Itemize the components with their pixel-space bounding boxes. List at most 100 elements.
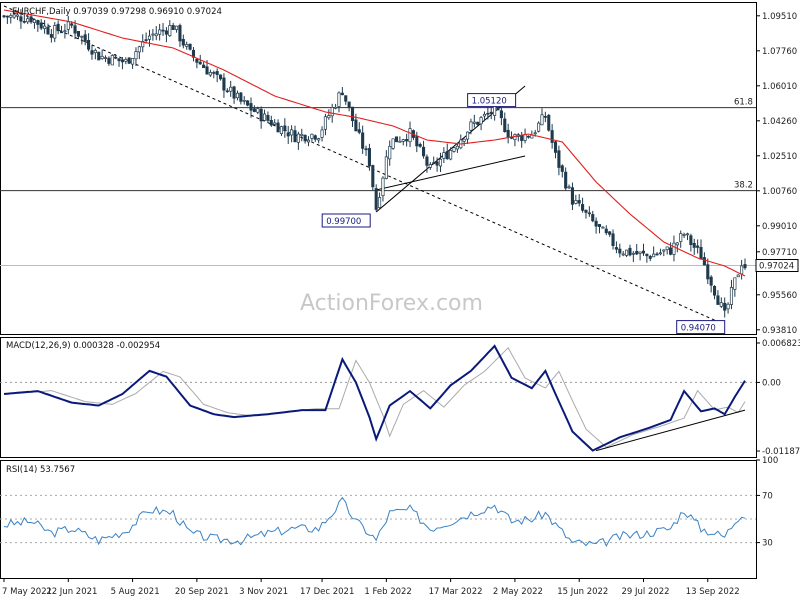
candle-body [391, 138, 395, 149]
price-frame [0, 2, 757, 335]
macd-ytick-label: 0.006823 [762, 339, 800, 349]
candle-body [489, 111, 493, 114]
candle-body [442, 152, 446, 159]
candle-body [158, 29, 162, 35]
candle-body [675, 242, 679, 246]
candle-body [19, 16, 23, 22]
candle-body [134, 51, 138, 60]
candle-body [53, 25, 57, 39]
candle-body [367, 148, 371, 167]
x-tick-label: 22 Jun 2021 [46, 587, 97, 597]
candle-body [608, 231, 612, 235]
candle-body [120, 59, 124, 63]
candle-body [665, 246, 669, 250]
candle-body [658, 252, 662, 255]
candle-body [218, 74, 223, 80]
candle-body [330, 107, 334, 117]
candle-body [381, 177, 385, 197]
candle-body [729, 287, 734, 305]
rsi-ytick-label: 70 [762, 491, 773, 501]
candle-body [723, 302, 727, 311]
x-tick-label: 20 Sep 2021 [175, 587, 229, 597]
candle-body [5, 15, 9, 18]
candle-body [462, 138, 466, 142]
last-price-tag: 0.97024 [755, 259, 799, 273]
candle-body [357, 129, 361, 133]
candle-body [334, 106, 338, 109]
macd-panel: 0.006823 0.00 -0.011874 [0, 339, 800, 457]
candle-body [547, 114, 551, 131]
candle-body [706, 264, 710, 280]
candle-body [733, 277, 737, 290]
annotation-label: 1.05120 [472, 97, 507, 107]
candle-body [405, 139, 409, 142]
candle-body [594, 220, 598, 227]
candle-body [202, 64, 206, 69]
candle-body [290, 129, 294, 136]
candle-body [682, 234, 686, 236]
annotation-box [321, 213, 371, 228]
candle-body [229, 86, 233, 92]
candle-body [699, 247, 703, 260]
trendline [3, 5, 725, 326]
candle-body [499, 110, 503, 119]
x-tick-label: 2 May 2022 [493, 587, 543, 597]
price-ytick-label: 0.93810 [762, 326, 797, 336]
candle-body [144, 39, 148, 41]
price-ytick-label: 1.07760 [762, 47, 797, 57]
candle-body [256, 108, 260, 113]
candle-body [161, 29, 165, 32]
macd-title: MACD(12,26,9) 0.000328 -0.002954 [6, 341, 160, 351]
candle-body [222, 77, 226, 91]
rsi-title: RSI(14) 53.7567 [6, 465, 75, 475]
price-ytick-label: 0.99010 [762, 222, 797, 232]
moving-average-line [3, 9, 746, 277]
candle-body [9, 15, 13, 18]
candle-body [570, 187, 574, 205]
candle-body [719, 302, 723, 307]
price-ytick-label: 0.95560 [762, 291, 797, 301]
candle-body [361, 132, 365, 149]
candle-body [550, 130, 554, 143]
candle-body [266, 115, 270, 121]
x-tick-label: 1 Feb 2022 [364, 587, 412, 597]
candle-body [80, 35, 84, 38]
candle-body [97, 51, 101, 61]
candle-body [564, 171, 568, 189]
candle-body [625, 249, 629, 256]
macd-trendline [595, 409, 746, 452]
candle-body [631, 252, 635, 255]
candle-body [279, 126, 284, 134]
candle-body [618, 248, 622, 254]
candle-body [567, 186, 571, 189]
candle-body [740, 265, 744, 275]
candle-body [445, 151, 449, 160]
candle-body [296, 133, 300, 143]
candle-body [208, 72, 212, 76]
candle-body [70, 23, 74, 26]
price-ytick-label: 1.09510 [762, 12, 797, 22]
candle-body [2, 15, 6, 18]
candle-body [482, 113, 487, 117]
candle-body [364, 148, 368, 151]
candle-body [669, 247, 673, 255]
candle-body [350, 106, 355, 122]
candle-body [601, 226, 605, 229]
candle-body [672, 242, 676, 255]
x-tick-label: 17 Mar 2022 [429, 587, 483, 597]
candle-body [181, 39, 185, 46]
price-annotation: 0.94070 [676, 320, 726, 335]
candle-body [273, 122, 277, 125]
candle-body [398, 140, 402, 143]
candle-body [124, 59, 128, 62]
candle-body [43, 25, 47, 29]
rsi-panel: 100 70 30 [0, 456, 778, 549]
rsi-ytick-label: 100 [762, 456, 778, 466]
candle-body [520, 135, 524, 141]
candle-body [49, 34, 53, 38]
candle-body [712, 286, 717, 296]
candle-body [215, 71, 219, 75]
candle-body [465, 131, 470, 140]
